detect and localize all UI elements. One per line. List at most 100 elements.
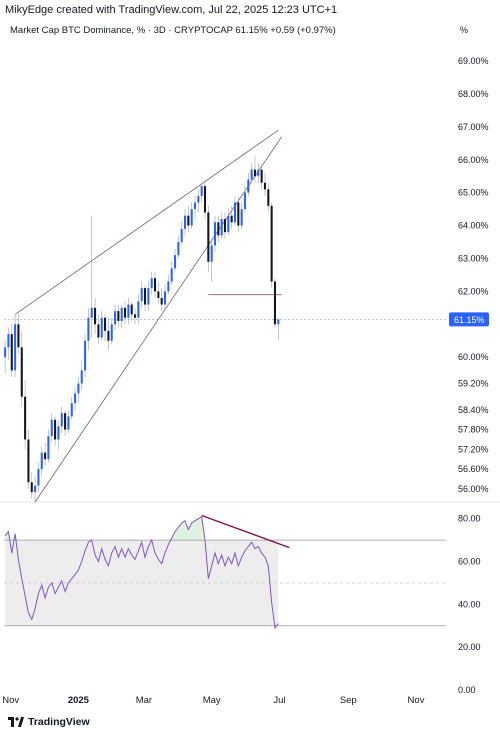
candle-body (40, 452, 43, 470)
candle (7, 327, 10, 361)
candle-body (37, 469, 40, 486)
time-tick-label-4: Jul (273, 695, 285, 706)
candle-body (220, 218, 223, 236)
candle-body (144, 288, 147, 305)
candle-body (67, 416, 70, 430)
candle (227, 209, 230, 236)
candle (140, 281, 143, 308)
candle-body (187, 215, 190, 226)
candle (167, 274, 170, 295)
candle (117, 304, 120, 328)
candle-body (167, 281, 170, 292)
candle (74, 386, 77, 410)
candle-body (163, 291, 167, 305)
candle-body (210, 245, 213, 262)
candle-body (34, 485, 37, 493)
candle (34, 475, 37, 502)
candle-body (253, 169, 257, 177)
candle-body (44, 452, 47, 460)
candle-body (260, 169, 263, 183)
candle-body (30, 482, 33, 493)
price-scale-unit[interactable]: % (460, 25, 469, 35)
rsi-line (4, 515, 279, 630)
price-tick-label-13: 56.60% (458, 464, 489, 474)
candle (97, 314, 100, 345)
candle-body (130, 304, 133, 315)
time-tick-label-3: May (203, 695, 221, 706)
candle (64, 409, 67, 437)
candle-body (190, 209, 193, 226)
candle-body (157, 291, 160, 298)
price-tick-label-5: 64.00% (458, 221, 489, 231)
candle-body (173, 255, 177, 269)
price-tick-label-11: 57.80% (458, 425, 489, 435)
candle (100, 311, 103, 341)
candle (14, 314, 17, 377)
rsi-divergence-line (201, 514, 290, 549)
candle (70, 396, 73, 420)
candle-body (217, 222, 220, 236)
candle (207, 205, 210, 272)
candle (213, 215, 217, 252)
candle-body (117, 311, 120, 322)
candle (190, 202, 193, 229)
candle (90, 215, 93, 338)
rsi-tick-label-3: 20.00 (458, 642, 481, 652)
candle (134, 307, 137, 325)
tradingview-footer[interactable]: TradingView (8, 716, 90, 728)
time-axis: Nov 2025 Mar May Jul Sep Nov (2, 695, 424, 706)
candle (77, 376, 80, 404)
candle (177, 235, 180, 259)
candle (57, 419, 60, 450)
last-price-tag-bg (449, 312, 489, 327)
candle-body (227, 215, 230, 233)
price-axis: 69.00% 68.00% 67.00% 66.00% 65.00% 64.00% 63.0… (449, 56, 489, 494)
candle (197, 189, 200, 213)
price-tick-label-0: 69.00% (458, 56, 489, 66)
candle (220, 212, 223, 239)
candle-body (74, 393, 77, 404)
candle (183, 209, 187, 236)
price-tick-label-1: 68.00% (458, 89, 489, 99)
price-tick-label-12: 57.20% (458, 444, 489, 454)
candle-body (247, 179, 250, 193)
price-tick-label-6: 63.00% (458, 253, 489, 263)
candle-body (170, 268, 173, 282)
candle (17, 314, 20, 354)
candle (203, 179, 207, 219)
candle (60, 406, 63, 433)
candle (94, 297, 97, 335)
candle (137, 294, 140, 325)
candle-body (70, 403, 73, 417)
candle-body (230, 215, 233, 223)
candle (20, 330, 23, 407)
candle (120, 304, 123, 328)
candle-body (120, 307, 123, 322)
candle (200, 182, 203, 203)
price-tick-label-10: 58.40% (458, 405, 489, 415)
candle-body (267, 189, 270, 206)
price-tick-label-8: 60.00% (458, 352, 489, 362)
candle-body (10, 334, 13, 371)
candle-body (24, 396, 27, 440)
candle (10, 324, 13, 377)
candle (263, 172, 267, 196)
candle-body (233, 202, 237, 223)
candle (4, 340, 7, 374)
candle (80, 360, 83, 391)
candle-body (257, 169, 260, 177)
candle (30, 472, 33, 499)
candle (24, 380, 27, 450)
price-pane (4, 129, 448, 503)
candle (50, 413, 53, 443)
candle (110, 317, 113, 345)
candle (40, 446, 43, 476)
candle (267, 182, 270, 213)
candle (237, 195, 240, 233)
candle-body (180, 228, 183, 243)
candle-body (250, 169, 253, 180)
tradingview-logo-icon (8, 717, 24, 727)
candle (173, 248, 177, 272)
candle (270, 202, 273, 289)
